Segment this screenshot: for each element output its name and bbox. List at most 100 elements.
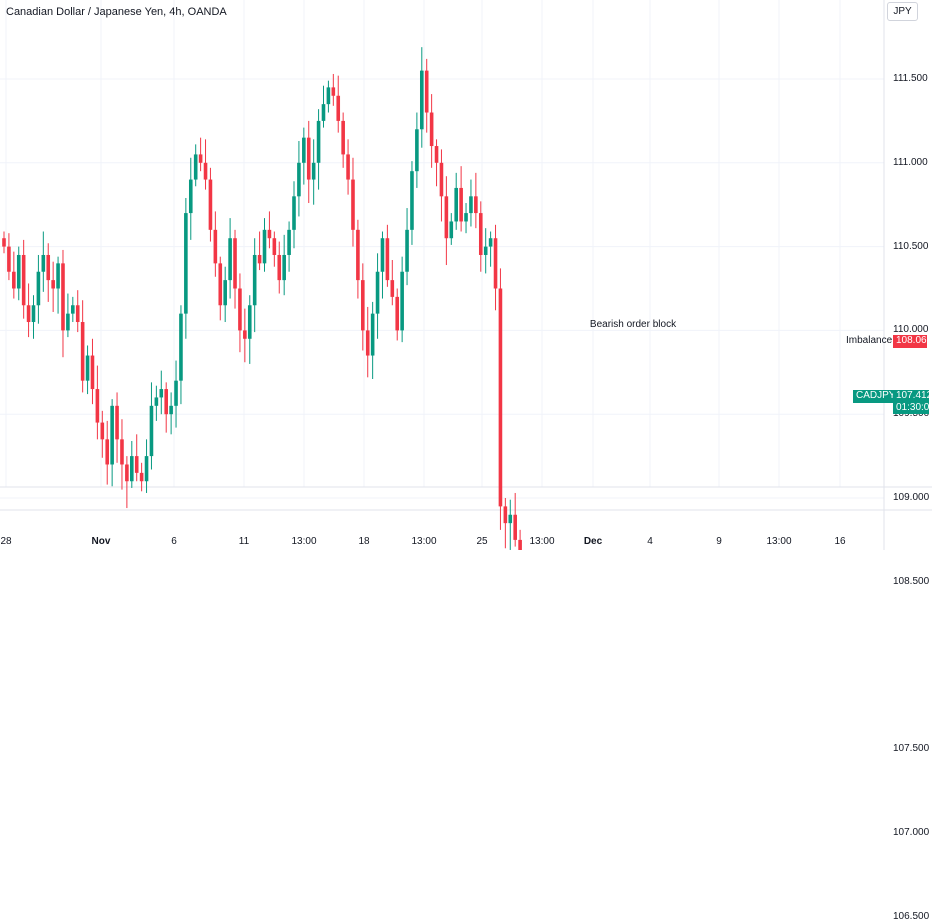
price-tick-label: 111.500 [893,73,928,84]
candle-body [2,238,6,247]
price-tick-label: 107.500 [893,743,930,755]
candle-body [498,288,503,507]
candle-body [282,254,286,281]
candle-body [66,313,70,331]
candle-body [228,238,232,281]
candle-body [395,296,400,331]
candle-body [120,439,124,465]
candle-body [223,280,227,306]
candle-body [46,254,51,281]
candle-body [71,305,75,314]
candle-body [361,280,365,331]
candle-body [164,389,169,415]
price-tick-label: 109.000 [893,492,930,503]
time-tick-label: 25 [476,536,488,547]
candle-body [439,162,444,197]
candle-body [105,439,110,465]
candle-body [262,229,267,264]
candle-body [179,313,183,381]
price-tick-label: 108.500 [893,575,930,587]
chart-title: Canadian Dollar / Japanese Yen, 4h, OAND… [6,6,227,18]
candle-body [51,280,55,289]
countdown-tag: 01:30:06 [893,402,932,414]
candle-body [375,271,380,314]
candle-body [41,254,46,272]
candle-body [483,246,488,255]
currency-button[interactable]: JPY [887,2,918,21]
candle-body [243,330,247,339]
candle-body [233,238,237,289]
time-tick-label: 9 [716,536,722,547]
candle-body [287,229,291,255]
candle-body [129,456,134,482]
candle-body [139,472,144,482]
candle-body [208,179,213,230]
candle-body [292,196,296,230]
candle-body [115,405,119,440]
candle-body [380,238,385,272]
candle-body [85,355,90,381]
candle-body [95,389,100,423]
candle-body [365,330,370,356]
candle-body [26,305,31,323]
candle-body [134,456,139,473]
candle-body [356,229,360,281]
time-tick-label: 4 [647,536,653,547]
candle-body [385,238,390,281]
candle-body [277,254,282,281]
candle-body [297,162,301,197]
candle-body [16,254,21,289]
price-tick-label: 106.500 [893,911,930,922]
candle-body [213,229,218,264]
candle-body [247,305,252,339]
candle-body [390,280,395,297]
candle-body [518,539,522,550]
candle-body [469,196,473,214]
candle-body [336,95,341,121]
candle-body [198,154,203,163]
candle-body [169,405,173,415]
candle-body [203,162,208,180]
time-tick-label: 13:00 [529,536,555,547]
candle-body [415,129,419,172]
time-tick-label: 13:00 [766,536,792,547]
candle-body [400,271,404,331]
candle-body [159,389,164,398]
candle-body [218,263,223,306]
candle-body [36,271,41,306]
time-tick-label: Dec [583,536,603,547]
time-tick-label: 28 [0,536,12,547]
time-tick-label: 18 [358,536,370,547]
candle-body [424,70,429,113]
price-chart[interactable] [0,0,932,550]
order-block-label: Bearish order block [589,318,677,330]
candle-body [488,238,493,247]
candle-body [326,87,331,105]
candle-body [419,70,424,130]
candle-body [80,322,85,381]
candle-body [503,506,508,524]
candle-body [474,196,478,214]
candle-body [56,263,60,289]
candle-body [513,514,517,540]
candle-body [252,254,257,306]
time-tick-label: Nov [91,536,111,547]
candle-body [434,146,439,163]
candle-body [331,87,336,96]
candle-body [346,154,350,180]
candle-body [370,313,375,356]
candle-body [144,456,149,482]
candle-body [90,355,95,390]
candle-body [508,514,513,524]
price-tick-label: 111.000 [893,156,928,168]
candle-body [61,263,65,331]
candle-body [493,238,498,289]
candle-body [454,187,459,222]
candle-body [311,162,316,180]
candle-body [193,154,198,180]
candle-body [31,305,36,323]
candle-body [306,137,311,180]
time-tick-label: 6 [171,536,177,547]
symbol-tag: CADJPY [853,390,899,403]
candle-body [174,380,178,406]
